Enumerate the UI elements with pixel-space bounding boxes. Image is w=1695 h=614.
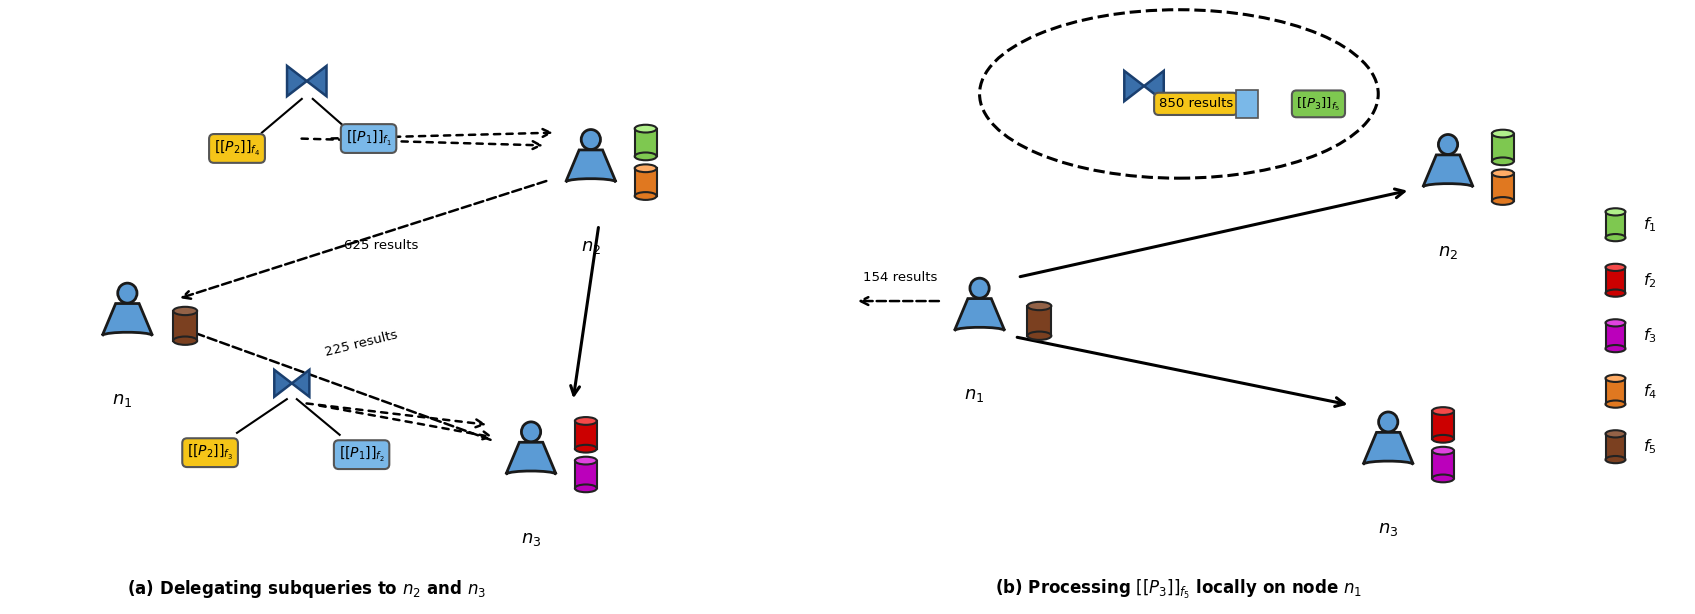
Polygon shape — [1432, 451, 1454, 478]
Ellipse shape — [1605, 456, 1626, 463]
Ellipse shape — [970, 278, 990, 298]
Text: $f_2$: $f_2$ — [1644, 271, 1658, 290]
Ellipse shape — [1605, 234, 1626, 241]
Polygon shape — [1422, 155, 1473, 187]
Ellipse shape — [1027, 302, 1051, 310]
Polygon shape — [1432, 411, 1454, 439]
Ellipse shape — [1605, 264, 1626, 271]
Ellipse shape — [1378, 412, 1398, 432]
Ellipse shape — [634, 125, 656, 133]
Polygon shape — [566, 150, 615, 182]
Ellipse shape — [1605, 319, 1626, 327]
Ellipse shape — [1492, 197, 1514, 205]
Ellipse shape — [1492, 169, 1514, 177]
Polygon shape — [286, 66, 307, 96]
Text: $n_1$: $n_1$ — [964, 386, 985, 404]
Polygon shape — [173, 311, 197, 341]
Ellipse shape — [575, 484, 597, 492]
Polygon shape — [634, 168, 656, 196]
Text: $f_1$: $f_1$ — [1644, 216, 1658, 234]
Ellipse shape — [634, 165, 656, 172]
Ellipse shape — [1492, 130, 1514, 138]
Ellipse shape — [1492, 157, 1514, 165]
Polygon shape — [505, 442, 556, 474]
Text: 154 results: 154 results — [863, 271, 937, 284]
Ellipse shape — [1432, 447, 1454, 454]
Ellipse shape — [1605, 345, 1626, 352]
Ellipse shape — [575, 445, 597, 453]
Ellipse shape — [173, 336, 197, 345]
Polygon shape — [1605, 378, 1626, 404]
Polygon shape — [634, 128, 656, 157]
Ellipse shape — [1605, 290, 1626, 297]
Text: 225 results: 225 results — [324, 328, 400, 359]
Text: 625 results: 625 results — [344, 239, 419, 252]
Polygon shape — [1363, 432, 1414, 464]
Ellipse shape — [1432, 435, 1454, 443]
Text: (a) Delegating subqueries to $n_2$ and $n_3$: (a) Delegating subqueries to $n_2$ and $… — [127, 578, 486, 600]
Ellipse shape — [1027, 332, 1051, 340]
Ellipse shape — [575, 457, 597, 464]
Ellipse shape — [575, 417, 597, 425]
Polygon shape — [575, 460, 597, 488]
Ellipse shape — [173, 307, 197, 315]
Polygon shape — [575, 421, 597, 449]
Ellipse shape — [1432, 407, 1454, 415]
Text: $f_4$: $f_4$ — [1644, 382, 1658, 400]
Ellipse shape — [634, 192, 656, 200]
Text: $[[P_3]]_{f_5}$: $[[P_3]]_{f_5}$ — [1297, 95, 1341, 112]
Ellipse shape — [522, 422, 541, 442]
Polygon shape — [1605, 323, 1626, 349]
Text: $n_2$: $n_2$ — [1437, 243, 1458, 260]
Polygon shape — [1144, 71, 1164, 101]
Polygon shape — [1605, 212, 1626, 238]
Text: $[[P_2]]_{f_3}$: $[[P_2]]_{f_3}$ — [186, 443, 232, 462]
Text: $n_3$: $n_3$ — [520, 530, 541, 548]
Ellipse shape — [1605, 375, 1626, 382]
Ellipse shape — [1605, 400, 1626, 408]
Text: $[[P_2]]_{f_4}$: $[[P_2]]_{f_4}$ — [214, 139, 259, 158]
Polygon shape — [1492, 173, 1514, 201]
Ellipse shape — [1439, 134, 1458, 155]
FancyBboxPatch shape — [1236, 90, 1258, 118]
Text: $n_3$: $n_3$ — [1378, 520, 1398, 538]
Text: (b) Processing $[[P_3]]_{f_5}$ locally on node $n_1$: (b) Processing $[[P_3]]_{f_5}$ locally o… — [995, 578, 1363, 601]
Text: $[[P_1]]_{f_2}$: $[[P_1]]_{f_2}$ — [339, 445, 385, 464]
Ellipse shape — [634, 152, 656, 160]
Polygon shape — [1605, 267, 1626, 293]
Polygon shape — [954, 298, 1005, 330]
Text: 850 results: 850 results — [1159, 98, 1232, 111]
Ellipse shape — [1605, 430, 1626, 437]
Text: $n_1$: $n_1$ — [112, 391, 132, 409]
Polygon shape — [307, 66, 327, 96]
Text: $n_2$: $n_2$ — [581, 238, 602, 255]
Ellipse shape — [1605, 208, 1626, 216]
Polygon shape — [1027, 306, 1051, 336]
Ellipse shape — [117, 283, 137, 303]
Text: $f_3$: $f_3$ — [1644, 327, 1658, 345]
Polygon shape — [292, 370, 310, 397]
Polygon shape — [275, 370, 292, 397]
Ellipse shape — [581, 130, 600, 150]
Polygon shape — [1492, 134, 1514, 161]
Polygon shape — [1124, 71, 1144, 101]
Polygon shape — [1605, 434, 1626, 460]
Text: $f_5$: $f_5$ — [1644, 437, 1658, 456]
Text: $[[P_1]]_{f_1}$: $[[P_1]]_{f_1}$ — [346, 129, 392, 148]
Polygon shape — [102, 303, 153, 336]
Ellipse shape — [1432, 475, 1454, 483]
